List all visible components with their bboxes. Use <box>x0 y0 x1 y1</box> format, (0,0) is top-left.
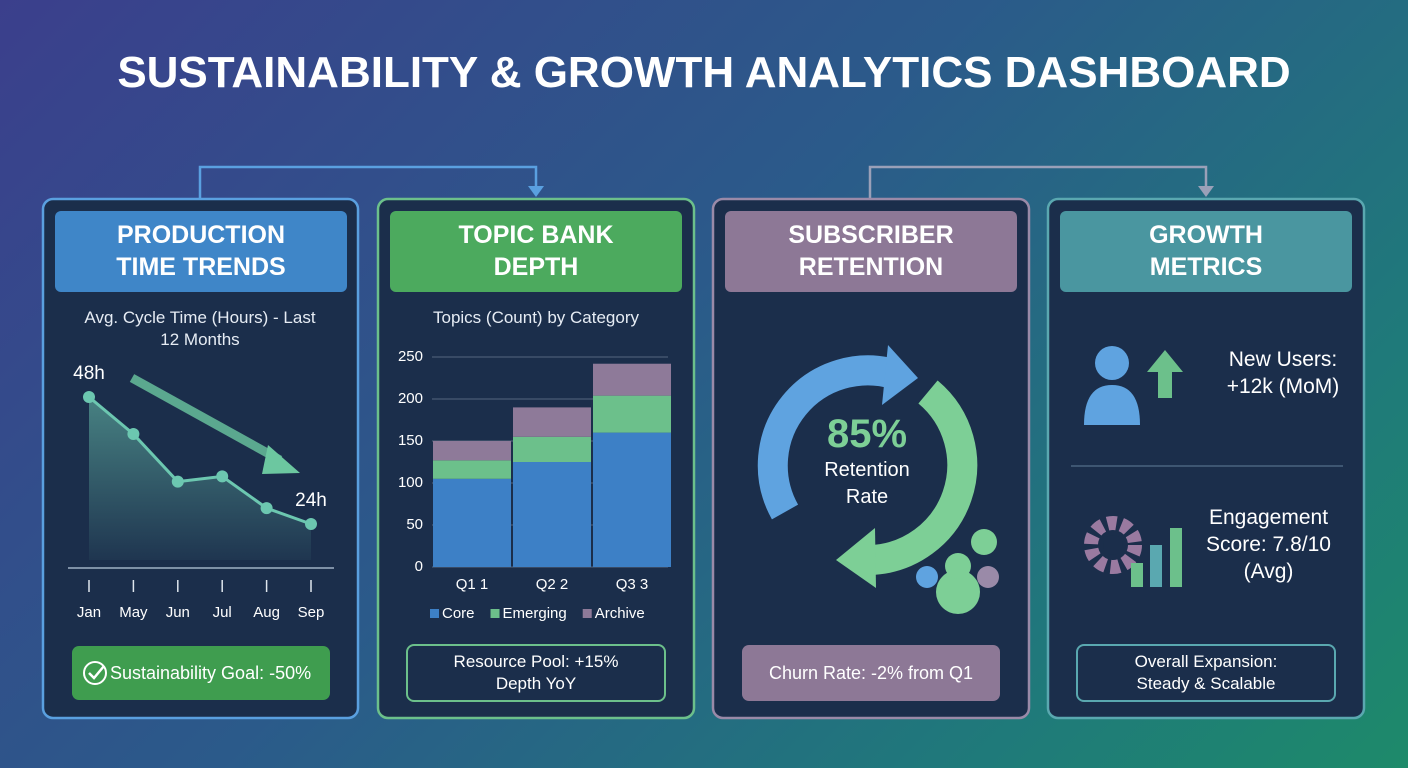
x-tick-label: Jul <box>213 604 232 621</box>
line <box>88 395 312 526</box>
footer-text: Churn Rate: -2% from Q1 <box>768 663 974 683</box>
engagement-icon <box>1084 516 1182 587</box>
bar-segment <box>513 407 591 437</box>
x-tick-label: Aug <box>253 604 280 621</box>
data-label: 24h <box>295 490 327 511</box>
y-tick-label: 250 <box>398 348 423 365</box>
user-icon <box>1084 346 1183 425</box>
x-tick-label: Q1 1 <box>456 576 489 593</box>
cycle-arrow <box>836 528 876 588</box>
panel-title: SUBSCRIBER RETENTION <box>788 221 954 281</box>
dashboard-title: SUSTAINABILITY & GROWTH ANALYTICS DASHBO… <box>117 48 1291 97</box>
data-label: 48h <box>73 363 105 384</box>
chart-title: Avg. Cycle Time (Hours) - Last 12 Months <box>84 308 316 349</box>
bar-segment <box>593 395 671 433</box>
trend-arrow <box>129 374 283 464</box>
metric-label: Engagement Score: 7.8/10 (Avg) <box>1206 506 1331 583</box>
panel-title: TOPIC BANK DEPTH <box>458 221 614 281</box>
panel-header <box>1060 211 1352 292</box>
bar-segment <box>593 363 671 396</box>
panel-title: PRODUCTION TIME TRENDS <box>116 221 286 281</box>
footer-box <box>406 644 666 702</box>
footer-text: Overall Expansion: Steady & Scalable <box>1134 652 1278 693</box>
point <box>305 518 317 530</box>
goal-icon <box>88 665 105 680</box>
footer-text: Sustainability Goal: -50% <box>110 663 312 683</box>
legend-label: Core <box>442 605 475 622</box>
bar-segment <box>433 441 511 461</box>
x-tick-label: Sep <box>298 604 325 621</box>
connector <box>198 165 538 199</box>
legend-label: Archive <box>595 605 645 622</box>
footer-text: Resource Pool: +15% Depth YoY <box>453 652 619 693</box>
panel-title: GROWTH METRICS <box>1149 221 1263 281</box>
legend-swatch <box>430 609 439 618</box>
bar-segment <box>433 478 511 567</box>
point <box>260 502 273 515</box>
panel-header <box>390 211 682 292</box>
panel <box>1046 197 1366 720</box>
chart-title: Topics (Count) by Category <box>433 308 639 327</box>
x-tick-label: Q3 3 <box>616 576 649 593</box>
arrowhead <box>528 186 544 197</box>
legend-label: Emerging <box>503 605 567 622</box>
x-tick-label: Jan <box>77 604 101 621</box>
footer-box <box>1076 644 1336 702</box>
footer-box <box>72 646 330 700</box>
point <box>171 475 184 488</box>
y-tick-label: 0 <box>415 558 423 575</box>
connector <box>868 165 1208 199</box>
bar-segment <box>433 460 511 479</box>
bar-segment <box>593 432 671 567</box>
panel <box>41 197 360 720</box>
cycle-arrow <box>757 355 902 520</box>
trend-arrow <box>262 445 300 474</box>
x-tick-label: Q2 2 <box>536 576 569 593</box>
bar-segment <box>513 436 591 462</box>
bar-segment <box>513 462 591 567</box>
y-tick-label: 50 <box>406 516 423 533</box>
cycle-arrow <box>869 380 978 575</box>
panel-header <box>55 211 347 292</box>
y-tick-label: 150 <box>398 432 423 449</box>
legend-swatch <box>490 609 500 618</box>
y-tick-label: 100 <box>398 474 423 491</box>
retention-value: 85% <box>826 412 908 456</box>
cycle-arrow <box>882 345 918 405</box>
retention-label: Retention Rate <box>824 459 910 508</box>
y-tick-label: 200 <box>398 390 423 407</box>
panel-header <box>725 211 1017 292</box>
point <box>83 391 95 403</box>
legend-swatch <box>582 609 592 618</box>
metric-label: New Users: +12k (MoM) <box>1226 348 1340 398</box>
footer-box <box>742 645 1000 701</box>
faces-icon <box>916 529 999 614</box>
goal-icon <box>83 661 107 685</box>
arrowhead <box>1198 186 1214 197</box>
point <box>216 470 229 483</box>
x-tick-label: May <box>119 604 148 621</box>
point <box>127 428 140 441</box>
x-tick-label: Jun <box>166 604 190 621</box>
line-area <box>89 397 311 560</box>
